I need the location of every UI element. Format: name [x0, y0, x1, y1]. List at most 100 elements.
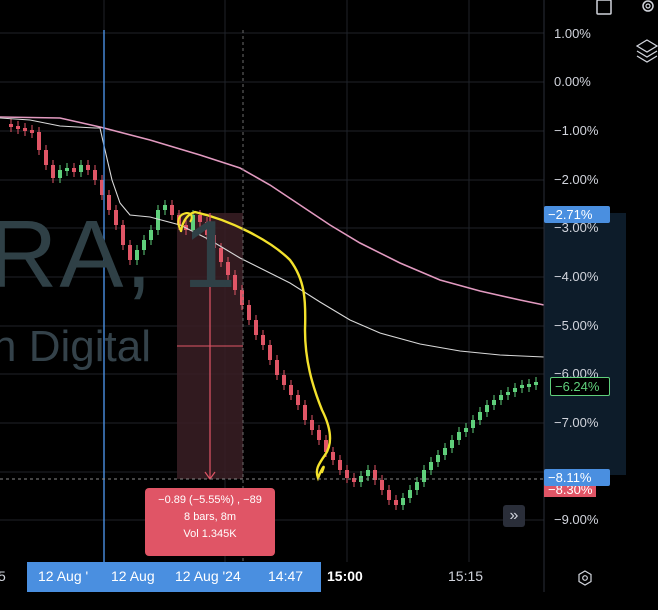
candle-body — [212, 235, 216, 248]
candle-body — [142, 240, 146, 250]
chart-grid — [0, 0, 544, 562]
candle-body — [233, 275, 237, 290]
y-tick-label: −2.00% — [554, 172, 599, 187]
candle-body — [492, 400, 496, 405]
y-tick-label: −4.00% — [554, 269, 599, 284]
candle-body — [401, 498, 405, 505]
candle-body — [149, 230, 153, 240]
layers-icon[interactable] — [636, 38, 658, 66]
candle-body — [380, 480, 384, 490]
candle-body — [275, 360, 279, 375]
x-tick-label: 15:15 — [448, 568, 484, 584]
measure-change: −0.89 (−5.55%) , −89 — [158, 494, 262, 506]
candle-body — [436, 455, 440, 462]
measure-volume: Vol 1.345K — [183, 528, 237, 540]
ema-white-line — [0, 117, 545, 358]
candle-body — [156, 210, 160, 230]
candle-body — [338, 460, 342, 470]
candle-body — [527, 384, 531, 387]
candle-body — [471, 420, 475, 428]
candle-body — [100, 180, 104, 195]
candle-body — [324, 440, 328, 452]
candle-body — [261, 335, 265, 345]
candle-body — [58, 170, 62, 178]
candle-body — [478, 412, 482, 420]
candle-body — [429, 462, 433, 470]
candle-body — [93, 170, 97, 180]
y-tick-label: −7.00% — [554, 415, 599, 430]
time-axis[interactable]: 5 12 Aug ' 12 Aug 12 Aug '24 14:47 15:00… — [0, 562, 544, 592]
candle-body — [219, 248, 223, 262]
candle-body — [30, 130, 34, 133]
candle-body — [135, 250, 139, 260]
candle-body — [513, 388, 517, 392]
maximize-icon[interactable] — [596, 0, 614, 16]
candle-body — [268, 345, 272, 360]
candle-body — [16, 126, 20, 129]
candle-body — [310, 420, 314, 430]
candle-body — [485, 405, 489, 412]
candle-body — [373, 470, 377, 480]
candle-body — [422, 470, 426, 482]
measure-bars: 8 bars, 8m — [184, 511, 236, 523]
candle-body — [226, 262, 230, 275]
x-selection-label: 12 Aug — [111, 568, 155, 584]
chevron-right-double-icon: » — [509, 507, 519, 524]
candle-body — [464, 428, 468, 432]
measure-tooltip: −0.89 (−5.55%) , −89 8 bars, 8m Vol 1.34… — [145, 488, 275, 556]
ema-pink-line — [0, 116, 545, 306]
candle-body — [107, 195, 111, 210]
y-tick-label: −9.00% — [554, 512, 599, 527]
gear-icon[interactable] — [638, 0, 658, 18]
candle-body — [170, 205, 174, 215]
x-tick-label: 5 — [0, 568, 6, 584]
candle-body — [415, 482, 419, 490]
candle-body — [499, 395, 503, 400]
candle-body — [240, 290, 244, 305]
candlestick-series — [9, 119, 538, 510]
candle-body — [37, 132, 41, 150]
candle-body — [289, 385, 293, 395]
candle-body — [282, 375, 286, 385]
candle-body — [534, 382, 538, 385]
candle-body — [44, 150, 48, 165]
candle-body — [303, 405, 307, 420]
candle-body — [163, 205, 167, 210]
hand-drawn-annotation — [179, 210, 332, 482]
candle-body — [79, 165, 83, 172]
candle-body — [72, 168, 76, 172]
candle-body — [191, 215, 195, 230]
x-tick-label: 15:00 — [327, 568, 363, 584]
scroll-to-realtime-button[interactable]: » — [503, 505, 525, 527]
candle-body — [86, 165, 90, 170]
candle-body — [443, 448, 447, 455]
y-tick-label: 1.00% — [554, 26, 591, 41]
x-selection-label: 14:47 — [268, 568, 304, 584]
settings-hexagon-icon[interactable] — [577, 570, 593, 586]
candle-body — [114, 210, 118, 225]
candle-body — [317, 430, 321, 440]
price-badge-current: −6.24% — [550, 377, 610, 396]
x-selection-label: 12 Aug '24 — [175, 568, 241, 584]
price-badge-bottom: −8.11% — [544, 469, 610, 486]
candle-body — [65, 168, 69, 171]
x-selection-label: 12 Aug ' — [38, 568, 89, 584]
candle-body — [520, 385, 524, 388]
candle-body — [247, 305, 251, 320]
candle-body — [23, 128, 27, 131]
candle-body — [254, 320, 258, 335]
candle-body — [506, 392, 510, 395]
candle-body — [450, 440, 454, 448]
candle-body — [205, 222, 209, 235]
hand-drawn-annotation-hook — [177, 211, 193, 232]
candle-body — [198, 215, 202, 222]
candle-body — [352, 478, 356, 482]
candle-body — [457, 432, 461, 440]
candle-body — [394, 500, 398, 505]
candle-body — [331, 452, 335, 460]
candle-body — [366, 470, 370, 476]
y-tick-label: 0.00% — [554, 74, 591, 89]
candle-body — [9, 124, 13, 127]
candle-body — [387, 490, 391, 500]
